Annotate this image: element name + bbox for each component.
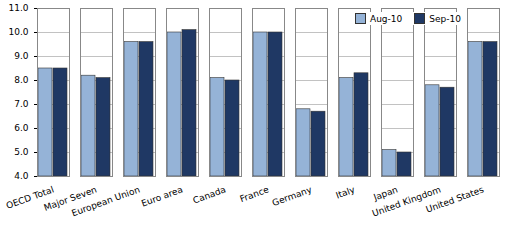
svg-text:Germany: Germany xyxy=(271,184,314,208)
svg-text:Italy: Italy xyxy=(334,184,356,200)
svg-text:4.0: 4.0 xyxy=(14,171,29,181)
svg-text:Major Seven: Major Seven xyxy=(42,184,99,213)
svg-text:8.0: 8.0 xyxy=(14,75,29,85)
svg-text:European Union: European Union xyxy=(70,184,141,218)
svg-text:Euro area: Euro area xyxy=(140,184,184,208)
svg-text:United States: United States xyxy=(424,184,485,214)
html-text:Aug-10: Aug-10 xyxy=(370,13,403,24)
svg-text:10.0: 10.0 xyxy=(8,27,28,37)
svg-text:Canada: Canada xyxy=(192,184,228,205)
svg-text:6.0: 6.0 xyxy=(14,123,29,133)
svg-text:11.0: 11.0 xyxy=(8,3,28,13)
svg-text:9.0: 9.0 xyxy=(14,51,29,61)
html-text:Sep-10: Sep-10 xyxy=(429,13,461,24)
svg-text:7.0: 7.0 xyxy=(14,99,29,109)
svg-text:France: France xyxy=(239,184,271,204)
svg-text:5.0: 5.0 xyxy=(14,147,29,157)
svg-text:Japan: Japan xyxy=(372,184,400,203)
svg-text:United Kingdom: United Kingdom xyxy=(371,184,442,218)
svg-text:OECD Total: OECD Total xyxy=(4,184,56,211)
